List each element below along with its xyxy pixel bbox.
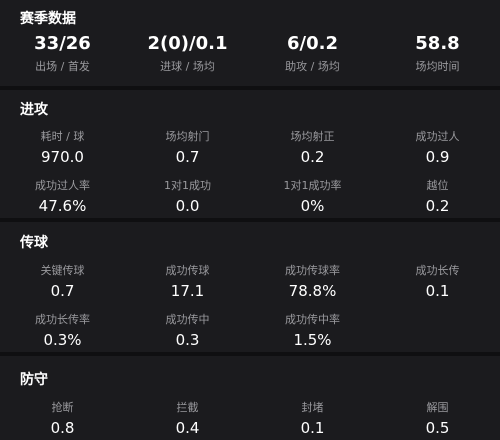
- stat-cell: 场均射正 0.2: [250, 130, 375, 166]
- stat-label: 出场 / 首发: [35, 60, 90, 73]
- stat-cell: 越位 0.2: [375, 179, 500, 215]
- stat-cell: 抢断 0.8: [0, 401, 125, 437]
- stat-cell: 成功过人 0.9: [375, 130, 500, 166]
- stat-label: 耗时 / 球: [40, 130, 85, 143]
- section-title-attack: 进攻: [20, 102, 48, 118]
- stat-value: 0.3: [175, 331, 200, 349]
- stat-label: 成功过人: [415, 130, 460, 143]
- stat-value: 970.0: [41, 148, 84, 166]
- stat-label: 成功传球: [165, 264, 210, 277]
- section-title-season: 赛季数据: [20, 11, 76, 27]
- stat-label: 抢断: [51, 401, 74, 414]
- stat-label: 1对1成功: [164, 179, 211, 192]
- stat-label: 进球 / 场均: [160, 60, 215, 73]
- stat-cell: 成功传中率 1.5%: [250, 313, 375, 349]
- stat-value: 0.7: [50, 282, 75, 300]
- passing-row-2: 成功长传率 0.3% 成功传中 0.3 成功传中率 1.5%: [0, 313, 500, 349]
- stat-value: 0.2: [425, 197, 450, 215]
- stat-label: 封堵: [301, 401, 324, 414]
- stat-label: 越位: [426, 179, 449, 192]
- stat-cell: 耗时 / 球 970.0: [0, 130, 125, 166]
- stat-value: 58.8: [415, 33, 460, 54]
- stat-label: 场均射正: [290, 130, 335, 143]
- stat-value: 0.7: [175, 148, 200, 166]
- stat-label: 1对1成功率: [283, 179, 342, 192]
- stat-value: 0%: [300, 197, 325, 215]
- attack-row-2: 成功过人率 47.6% 1对1成功 0.0 1对1成功率 0% 越位 0.2: [0, 179, 500, 215]
- stat-label: 成功长传率: [35, 313, 90, 326]
- stat-value: 6/0.2: [287, 33, 338, 54]
- stat-label: 成功长传: [415, 264, 460, 277]
- stat-cell: 关键传球 0.7: [0, 264, 125, 300]
- stat-label: 助攻 / 场均: [285, 60, 340, 73]
- stat-value: 0.9: [425, 148, 450, 166]
- attack-row-1: 耗时 / 球 970.0 场均射门 0.7 场均射正 0.2 成功过人 0.9: [0, 130, 500, 166]
- stat-cell: 1对1成功率 0%: [250, 179, 375, 215]
- season-item-goals: 2(0)/0.1 进球 / 场均: [125, 33, 250, 74]
- stat-value: 47.6%: [38, 197, 87, 215]
- season-item-assists: 6/0.2 助攻 / 场均: [250, 33, 375, 74]
- stat-cell: 1对1成功 0.0: [125, 179, 250, 215]
- defense-row-1: 抢断 0.8 拦截 0.4 封堵 0.1 解围 0.5: [0, 401, 500, 437]
- stat-label: 拦截: [176, 401, 199, 414]
- season-summary-row: 33/26 出场 / 首发 2(0)/0.1 进球 / 场均 6/0.2 助攻 …: [0, 33, 500, 74]
- stat-label: 成功传球率: [285, 264, 340, 277]
- stat-value: 0.2: [300, 148, 325, 166]
- stat-cell: 成功传球 17.1: [125, 264, 250, 300]
- stat-cell: 场均射门 0.7: [125, 130, 250, 166]
- stat-value: 0.8: [50, 419, 75, 437]
- stat-cell: 成功传中 0.3: [125, 313, 250, 349]
- stat-label: 解围: [426, 401, 449, 414]
- stat-value: 0.5: [425, 419, 450, 437]
- stat-value: 17.1: [170, 282, 205, 300]
- stat-value: 1.5%: [293, 331, 332, 349]
- passing-row-1: 关键传球 0.7 成功传球 17.1 成功传球率 78.8% 成功长传 0.1: [0, 264, 500, 300]
- stat-value: 0.3%: [43, 331, 82, 349]
- passing-section: 传球 关键传球 0.7 成功传球 17.1 成功传球率 78.8% 成功长传 0…: [0, 222, 500, 352]
- stat-label: 成功传中率: [285, 313, 340, 326]
- stat-value: 0.4: [175, 419, 200, 437]
- section-title-passing: 传球: [20, 235, 48, 251]
- stat-value: 2(0)/0.1: [147, 33, 228, 54]
- stat-cell: 成功长传 0.1: [375, 264, 500, 300]
- stat-label: 场均射门: [165, 130, 210, 143]
- stat-value: 0.1: [425, 282, 450, 300]
- season-item-minutes: 58.8 场均时间: [375, 33, 500, 74]
- stat-value: 0.1: [300, 419, 325, 437]
- stat-label: 成功过人率: [35, 179, 90, 192]
- stat-value: 33/26: [34, 33, 91, 54]
- stat-cell: 封堵 0.1: [250, 401, 375, 437]
- stat-label: 成功传中: [165, 313, 210, 326]
- stat-cell: 成功过人率 47.6%: [0, 179, 125, 215]
- stat-cell: 解围 0.5: [375, 401, 500, 437]
- stat-cell: 成功传球率 78.8%: [250, 264, 375, 300]
- stat-cell: 拦截 0.4: [125, 401, 250, 437]
- attack-section: 进攻 耗时 / 球 970.0 场均射门 0.7 场均射正 0.2 成功过人 0…: [0, 90, 500, 218]
- stat-label: 场均时间: [415, 60, 460, 73]
- stat-cell-empty: [375, 313, 500, 349]
- season-item-appearances: 33/26 出场 / 首发: [0, 33, 125, 74]
- section-title-defense: 防守: [20, 372, 48, 388]
- stat-cell: 成功长传率 0.3%: [0, 313, 125, 349]
- stat-value: 0.0: [175, 197, 200, 215]
- stat-value: 78.8%: [288, 282, 337, 300]
- stat-label: 关键传球: [40, 264, 85, 277]
- defense-section: 防守 抢断 0.8 拦截 0.4 封堵 0.1 解围 0.5: [0, 356, 500, 440]
- season-stats-section: 赛季数据 33/26 出场 / 首发 2(0)/0.1 进球 / 场均 6/0.…: [0, 0, 500, 86]
